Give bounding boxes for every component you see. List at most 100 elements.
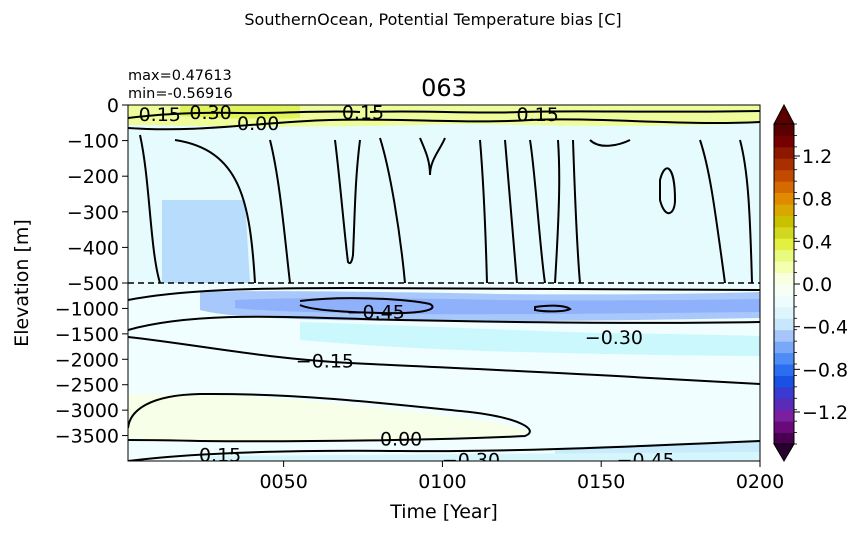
max-stat: max=0.47613 [128, 68, 232, 84]
contour-upper-8 [572, 139, 631, 284]
colorbar-segment [774, 204, 794, 216]
colorbar-segment [774, 226, 794, 239]
contour-labels: 0.15 0.30 0.00 0.15 0.15 −0.45 −0.30 −0.15 0.00 0… [139, 102, 675, 472]
colorbar-segment [774, 181, 794, 194]
y-tick-label: −400 [67, 237, 119, 259]
colorbar-segment [774, 261, 794, 274]
axes-title: 063 [421, 74, 467, 102]
contour-lower-3 [128, 336, 760, 385]
colorbar-segment [774, 272, 794, 285]
colorbar-tick-label: 1.2 [802, 146, 832, 168]
colorbar-tick-label: 0.8 [802, 189, 832, 211]
plot-area: 0.15 0.30 0.00 0.15 0.15 −0.45 −0.30 −0.15 0.00 0… [128, 102, 760, 472]
colorbar-extend-max [773, 103, 795, 125]
x-tick-label: 0100 [418, 471, 466, 493]
y-tick-label: −300 [67, 202, 119, 224]
colorbar-segment [774, 215, 794, 228]
fill-surface-warm-strong [180, 105, 300, 119]
contour-label: 0.15 [139, 104, 181, 126]
colorbar-segment [774, 306, 794, 319]
colorbar-segment [774, 295, 794, 308]
contour-surface-3 [369, 110, 760, 114]
fill-deep-warm [128, 393, 530, 443]
contour-surface-2 [128, 110, 361, 119]
x-tick-label: 0150 [577, 471, 625, 493]
y-ticks: 0 −100 −200 −300 −400 −500 −1000 −1500 −2000 −250… [55, 95, 128, 448]
colorbar-segment [774, 409, 794, 422]
contour-lines [128, 110, 760, 461]
contour-label: −0.45 [347, 301, 405, 323]
y-tick-label: −2500 [55, 375, 119, 397]
contour-label: 0.15 [342, 102, 384, 124]
contour-lower-5 [128, 440, 760, 461]
y-tick-label: −2000 [55, 349, 119, 371]
colorbar-segment [774, 238, 794, 251]
y-tick-label: 0 [107, 95, 119, 117]
y-tick-label: −500 [67, 273, 119, 295]
colorbar-segment [774, 318, 794, 331]
colorbar-segment [774, 375, 794, 388]
colorbar-segment [774, 284, 794, 296]
contour-lower-2 [128, 315, 760, 331]
colorbar-segment [774, 249, 794, 262]
colorbar-segment [774, 432, 794, 445]
contour-lower-4 [128, 392, 531, 443]
colorbar: 1.2 0.8 0.4 0.0 −0.4 −0.8 −1.2 [773, 103, 848, 462]
colorbar-segment [774, 146, 794, 159]
contour-upper-10 [699, 139, 753, 284]
colorbar-segment [774, 192, 794, 205]
colorbar-segment [774, 341, 794, 354]
contour-label: 0.30 [189, 102, 231, 124]
contour-upper-5 [419, 137, 446, 176]
colorbar-tick-label: −0.4 [802, 317, 848, 339]
contour-lower-6 [299, 297, 434, 315]
y-tick-label: −1500 [55, 324, 119, 346]
contour-lower-7 [534, 304, 572, 313]
y-tick-label: −200 [67, 166, 119, 188]
y-tick-label: −100 [67, 131, 119, 153]
fill-bottom-edge [200, 452, 760, 461]
colorbar-segment [774, 352, 794, 365]
colorbar-segment [774, 364, 794, 376]
fill-band-cyan [300, 322, 760, 356]
fill-band-strong [235, 298, 760, 315]
contour-upper-1 [139, 134, 256, 284]
colorbar-tick-label: −0.8 [802, 359, 848, 381]
contour-upper-6 [479, 139, 518, 284]
colorbar-segment [774, 169, 794, 182]
y-tick-label: −1000 [55, 298, 119, 320]
colorbar-segment [774, 386, 794, 399]
contour-upper-3 [334, 139, 361, 265]
fill-upper-cool [162, 200, 250, 283]
colorbar-extend-min [773, 443, 795, 462]
contour-upper-7 [529, 139, 561, 284]
contour-label: 0.00 [237, 113, 279, 135]
contour-label: 0.15 [199, 444, 241, 466]
colorbar-segment [774, 421, 794, 434]
colorbar-segment [774, 158, 794, 171]
colorbar-segment [774, 398, 794, 411]
contour-surface-1 [128, 118, 760, 131]
colorbar-segment [774, 329, 794, 342]
y-axis-label: Elevation [m] [11, 219, 33, 347]
colorbar-tick-label: −1.2 [802, 402, 848, 424]
y-tick-label: −3500 [55, 426, 119, 448]
colorbar-tick-label: 0.0 [802, 274, 832, 296]
y-tick-label: −3000 [55, 400, 119, 422]
x-tick-label: 0200 [736, 471, 784, 493]
colorbar-segment [774, 135, 794, 148]
contour-label: −0.45 [617, 449, 675, 471]
colorbar-tick-label: 0.4 [802, 231, 832, 253]
contour-label: 0.15 [517, 104, 559, 126]
contour-label: −0.30 [442, 450, 500, 472]
min-stat: min=-0.56916 [128, 86, 233, 102]
contour-upper-9 [659, 167, 677, 215]
contour-label: 0.00 [380, 429, 422, 451]
contour-upper-2 [269, 139, 291, 284]
contour-label: −0.15 [296, 350, 354, 372]
x-axis-label: Time [Year] [389, 501, 498, 523]
contour-upper-4 [379, 137, 406, 284]
contour-lower-1 [128, 286, 760, 301]
colorbar-segment [774, 124, 794, 136]
